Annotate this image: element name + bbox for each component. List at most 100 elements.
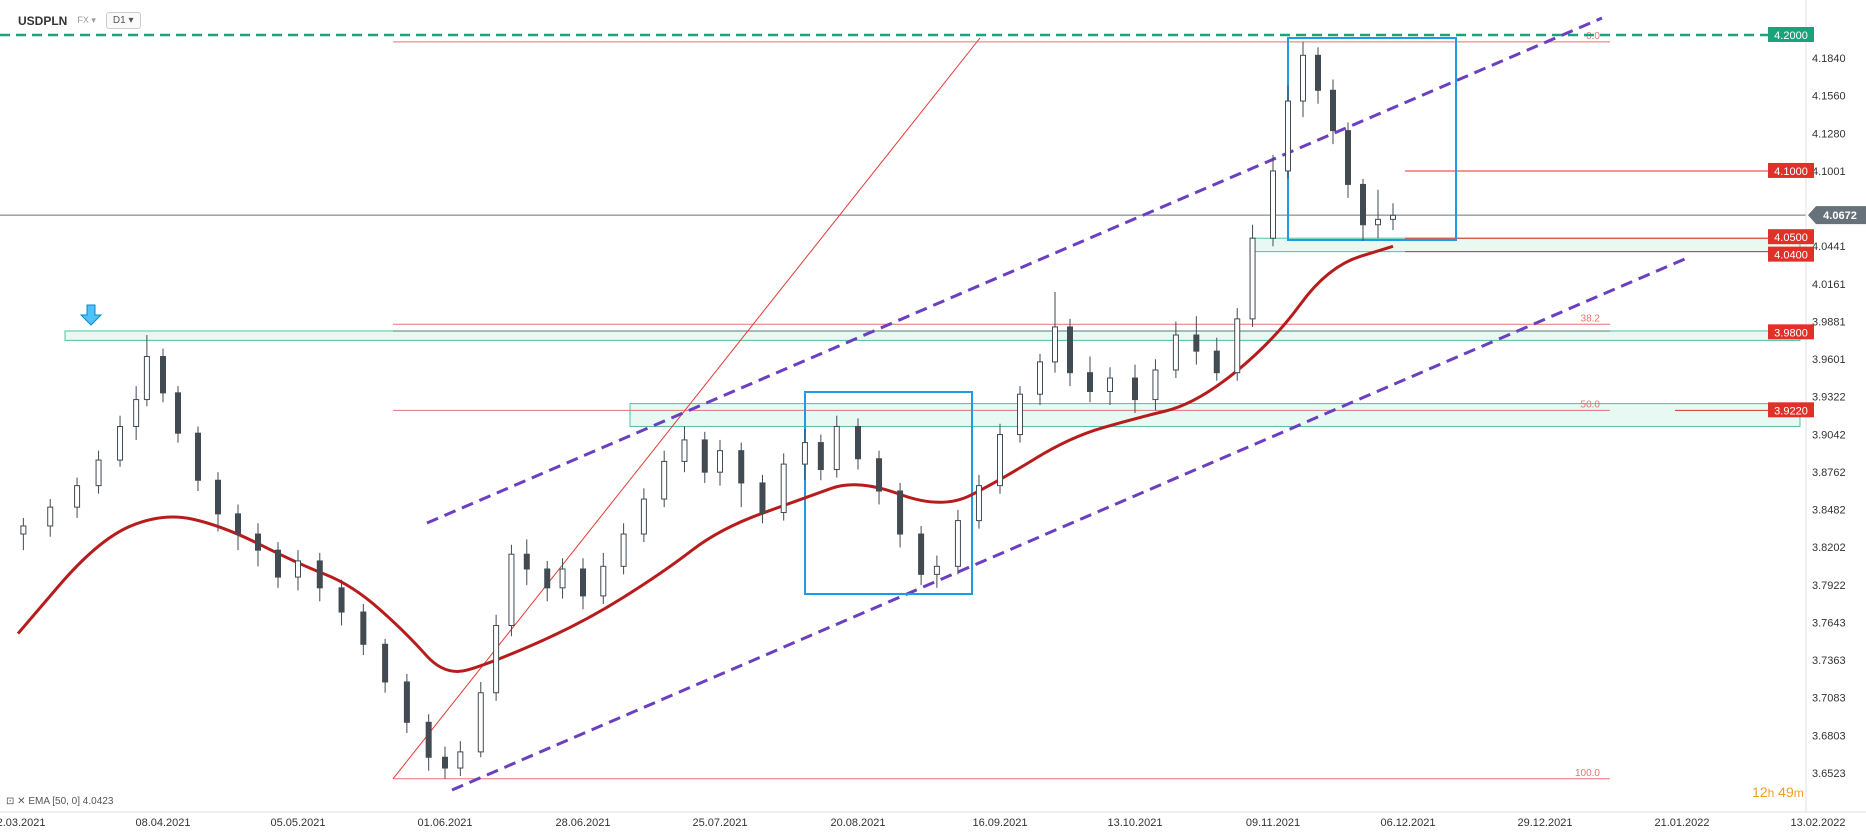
level-price-tag[interactable] (1768, 324, 1814, 340)
current-price-tag[interactable] (1808, 206, 1866, 225)
candle[interactable] (360, 603, 367, 656)
ema-line[interactable] (16, 244, 1394, 673)
timer-minutes: 49 (1778, 784, 1794, 800)
candle[interactable] (523, 539, 530, 586)
candle[interactable] (918, 525, 925, 586)
level-price-tag[interactable] (1768, 27, 1814, 42)
candle[interactable] (74, 477, 81, 518)
candle[interactable] (1300, 41, 1306, 118)
candle[interactable] (717, 439, 723, 486)
candle[interactable] (620, 523, 627, 575)
candle[interactable] (133, 386, 140, 440)
candle[interactable] (95, 450, 102, 494)
fib-trendline (392, 37, 981, 780)
candle[interactable] (1234, 308, 1241, 381)
candle[interactable] (544, 560, 551, 602)
level-price-tag[interactable] (1768, 229, 1814, 245)
candle[interactable] (143, 335, 150, 407)
candle[interactable] (975, 474, 982, 529)
symbol-label[interactable]: USDPLN (18, 13, 68, 28)
ema-legend[interactable]: ⊡ ✕ EMA [50, 0] 4.0423 (6, 796, 113, 807)
candle-body (425, 721, 432, 758)
candle[interactable] (1017, 386, 1023, 443)
candle[interactable] (1037, 353, 1043, 405)
candle[interactable] (47, 499, 54, 537)
candle[interactable] (175, 386, 181, 443)
legend-icons[interactable]: ⊡ ✕ (6, 796, 29, 807)
candle-body (195, 432, 201, 481)
candle[interactable] (997, 423, 1003, 494)
timeframe-select[interactable]: D1 ▾ (105, 12, 141, 29)
candle[interactable] (382, 638, 389, 693)
candle[interactable] (1315, 47, 1321, 104)
candle[interactable] (442, 746, 448, 779)
level-price-label: 4.0500 (1774, 232, 1808, 244)
candle[interactable] (1375, 189, 1381, 239)
candle[interactable] (759, 474, 766, 524)
candle[interactable] (117, 415, 124, 467)
level-price-tag[interactable] (1768, 402, 1814, 418)
candle[interactable] (1249, 224, 1256, 327)
candle[interactable] (876, 450, 883, 505)
candle[interactable] (1152, 359, 1159, 411)
candle[interactable] (640, 488, 647, 543)
candle[interactable] (457, 741, 464, 777)
candle[interactable] (1345, 122, 1351, 198)
channel-upper-line[interactable] (426, 16, 1603, 525)
candle[interactable] (701, 431, 708, 483)
candle-body (1017, 393, 1023, 436)
candle[interactable] (1193, 316, 1200, 365)
candle[interactable] (801, 429, 808, 481)
candle[interactable] (215, 472, 221, 532)
candle[interactable] (817, 434, 824, 481)
candle[interactable] (195, 426, 201, 492)
candle[interactable] (1270, 154, 1276, 247)
candle[interactable] (1132, 364, 1138, 414)
candle[interactable] (160, 348, 166, 403)
candle[interactable] (425, 714, 432, 771)
channel-lower-line[interactable] (451, 256, 1688, 792)
candle[interactable] (255, 523, 261, 567)
market-tag[interactable]: FX ▾ (77, 15, 96, 25)
candle[interactable] (1285, 84, 1291, 180)
candle[interactable] (20, 517, 27, 551)
candle[interactable] (897, 482, 904, 548)
candle-body (876, 458, 883, 492)
candle[interactable] (580, 558, 586, 610)
candle[interactable] (1107, 367, 1113, 405)
candle[interactable] (1087, 356, 1093, 403)
level-price-tag[interactable] (1768, 246, 1814, 262)
y-tick-label: 4.1001 (1812, 166, 1846, 178)
candle[interactable] (235, 504, 241, 551)
candle[interactable] (855, 418, 861, 470)
candle[interactable] (316, 552, 323, 602)
candle[interactable] (1067, 318, 1073, 387)
candle[interactable] (1390, 203, 1396, 231)
level-price-tag[interactable] (1768, 162, 1814, 178)
x-tick-label: 25.07.2021 (692, 817, 747, 829)
candle[interactable] (780, 453, 787, 521)
candle[interactable] (275, 542, 281, 588)
candle[interactable] (661, 450, 668, 508)
candle[interactable] (1330, 79, 1336, 145)
candle[interactable] (477, 681, 484, 758)
candle[interactable] (1172, 321, 1179, 379)
candle-body (661, 460, 668, 500)
candle[interactable] (954, 509, 961, 575)
candle[interactable] (1360, 179, 1366, 241)
candle[interactable] (833, 415, 840, 478)
candle[interactable] (681, 426, 688, 473)
candle-body (493, 624, 500, 694)
candle[interactable] (933, 555, 940, 588)
candle[interactable] (338, 579, 345, 626)
candle[interactable] (295, 550, 301, 591)
candle[interactable] (738, 442, 745, 508)
candle[interactable] (600, 552, 607, 604)
candle[interactable] (508, 544, 515, 637)
candle[interactable] (1052, 291, 1058, 373)
candle[interactable] (1213, 337, 1220, 381)
candle[interactable] (493, 614, 500, 701)
candle[interactable] (403, 673, 410, 734)
candle[interactable] (559, 558, 566, 599)
